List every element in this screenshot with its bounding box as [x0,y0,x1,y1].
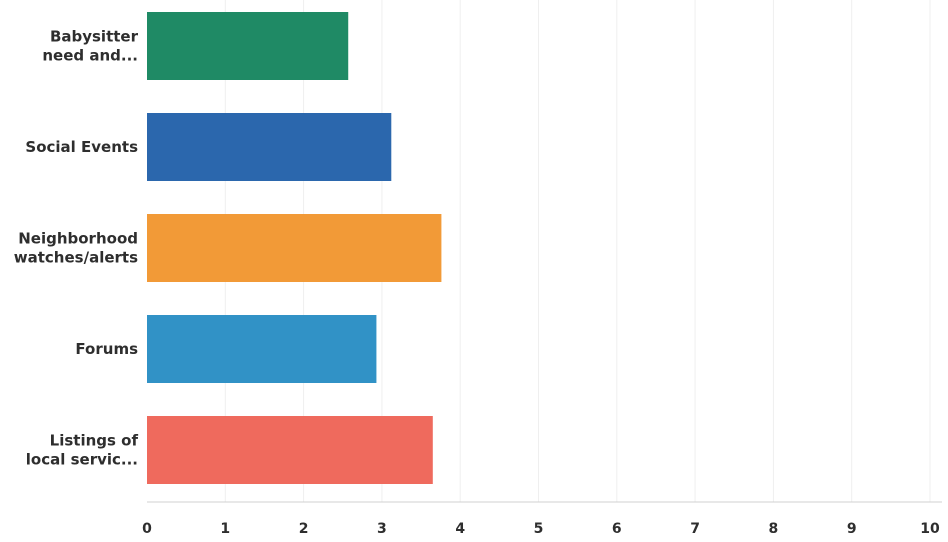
category-label-4: Listings of local servic... [26,432,139,469]
x-tick-label-1: 1 [220,521,230,537]
x-tick-label-2: 2 [299,521,309,537]
category-label-line: watches/alerts [14,249,138,267]
category-label-3: Forums [75,340,138,358]
category-labels: Babysitter need and... Social Events Neighb… [14,28,139,469]
category-label-line: need and... [42,47,138,65]
bar-2 [147,214,442,282]
bar-0 [147,12,349,80]
category-label-line: Babysitter [50,28,139,46]
x-tick-label-10: 10 [920,521,940,537]
x-tick-label-7: 7 [690,521,700,537]
category-label-0: Babysitter need and... [42,28,138,65]
x-tick-label-5: 5 [534,521,544,537]
category-label-2: Neighborhood watches/alerts [14,230,138,267]
bars [147,12,442,484]
bar-4 [147,416,433,484]
bar-1 [147,113,392,181]
x-tick-label-0: 0 [142,521,152,537]
x-tick-label-9: 9 [847,521,857,537]
gridlines [224,0,931,502]
bar-3 [147,315,377,383]
category-label-1: Social Events [25,138,138,156]
x-tick-label-8: 8 [769,521,779,537]
x-tick-labels: 0 1 2 3 4 5 6 7 8 9 10 [142,521,940,537]
x-tick-label-6: 6 [612,521,622,537]
category-label-line: Social Events [25,138,138,156]
category-label-line: Forums [75,340,138,358]
category-label-line: Listings of [50,432,139,450]
category-label-line: Neighborhood [18,230,138,248]
category-label-line: local servic... [26,451,138,469]
x-tick-label-4: 4 [455,521,465,537]
x-tick-label-3: 3 [377,521,387,537]
